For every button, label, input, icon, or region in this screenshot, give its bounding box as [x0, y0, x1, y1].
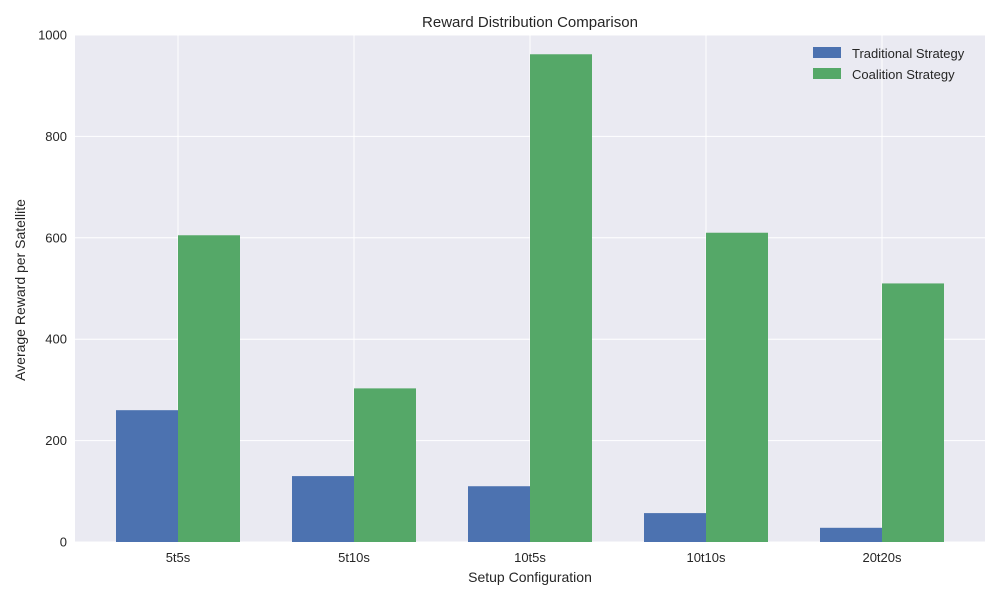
coalition-bar-5t5s — [178, 235, 240, 542]
y-tick-label: 0 — [60, 535, 67, 550]
x-tick-label-5t5s: 5t5s — [166, 550, 191, 565]
legend: Traditional Strategy Coalition Strategy — [813, 46, 965, 82]
legend-label-coalition: Coalition Strategy — [852, 67, 955, 82]
traditional-bar-5t10s — [292, 476, 354, 542]
x-tick-labels: 5t5s 5t10s 10t5s 10t10s 20t20s — [166, 550, 902, 565]
y-axis-label: Average Reward per Satellite — [12, 199, 28, 381]
x-tick-label-10t5s: 10t5s — [514, 550, 546, 565]
y-tick-label: 600 — [45, 230, 67, 245]
legend-label-traditional: Traditional Strategy — [852, 46, 965, 61]
traditional-bar-10t5s — [468, 486, 530, 542]
x-tick-label-5t10s: 5t10s — [338, 550, 370, 565]
traditional-bar-10t10s — [644, 513, 706, 542]
coalition-bar-10t5s — [530, 54, 592, 543]
coalition-bar-5t10s — [354, 388, 416, 542]
traditional-bar-5t5s — [116, 410, 178, 542]
legend-swatch-coalition — [813, 68, 841, 79]
bars — [116, 54, 944, 543]
y-tick-label: 1000 — [38, 28, 67, 43]
chart-title: Reward Distribution Comparison — [422, 14, 638, 31]
x-axis-label: Setup Configuration — [468, 569, 592, 585]
coalition-bar-10t10s — [706, 232, 768, 543]
coalition-bar-20t20s — [882, 283, 944, 542]
y-tick-label: 400 — [45, 332, 67, 347]
traditional-bar-20t20s — [820, 527, 882, 542]
y-tick-label: 800 — [45, 129, 67, 144]
legend-swatch-traditional — [813, 47, 841, 58]
x-tick-label-10t10s: 10t10s — [686, 550, 726, 565]
y-tick-label: 200 — [45, 433, 67, 448]
x-tick-label-20t20s: 20t20s — [862, 550, 902, 565]
y-tick-labels: 0 200 400 600 800 1000 — [38, 28, 67, 550]
